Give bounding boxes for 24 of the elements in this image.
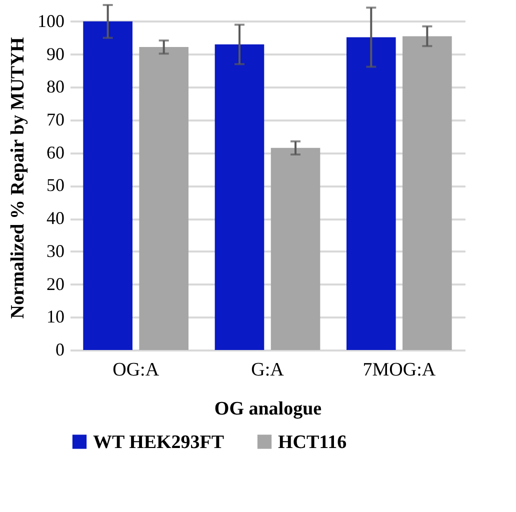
- x-axis-title: OG analogue: [214, 398, 322, 420]
- y-tick-label: 100: [38, 10, 64, 31]
- bar: [139, 47, 188, 350]
- bar: [270, 148, 320, 350]
- legend-label: WT HEK293FT: [93, 432, 224, 453]
- y-tick-label: 40: [46, 208, 64, 228]
- x-tick-label: G:A: [251, 360, 284, 380]
- y-tick-label: 10: [46, 306, 64, 327]
- y-tick-label: 70: [46, 110, 64, 130]
- y-tick-label: 20: [46, 274, 64, 294]
- y-tick-label: 90: [46, 44, 64, 64]
- y-tick-label: 80: [46, 76, 64, 97]
- y-tick-label: 0: [56, 340, 64, 360]
- y-tick-label: 60: [46, 142, 64, 162]
- x-tick-label: OG:A: [112, 360, 160, 380]
- bar: [346, 37, 396, 350]
- bar: [83, 21, 132, 350]
- y-tick-label: 50: [46, 175, 64, 196]
- x-tick-label: 7MOG:A: [362, 360, 436, 380]
- y-tick-label: 30: [46, 240, 64, 261]
- bar: [214, 44, 264, 350]
- y-axis-title: Normalized % Repair by MUTYH: [8, 37, 28, 319]
- legend-label: HCT116: [278, 432, 347, 453]
- bar: [402, 36, 452, 350]
